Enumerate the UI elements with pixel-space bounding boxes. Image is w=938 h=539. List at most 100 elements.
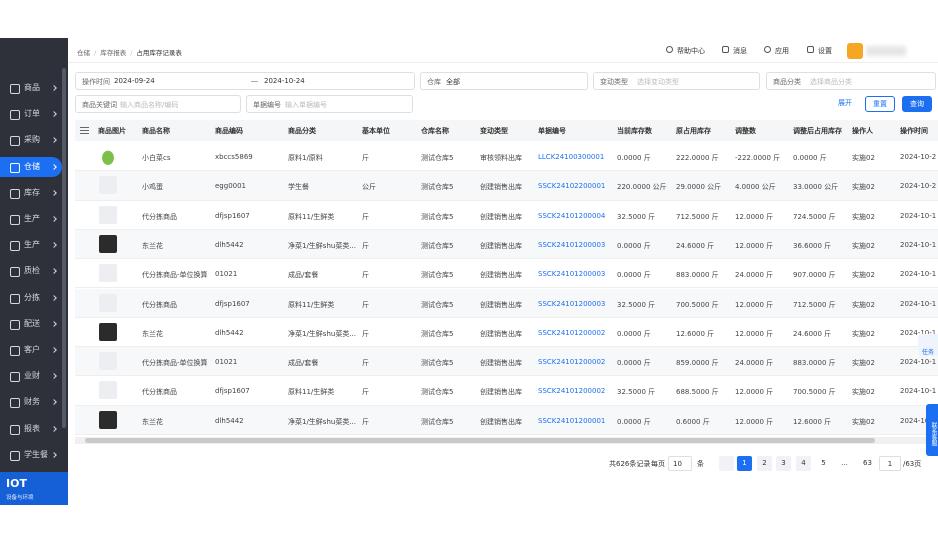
table-cell: dlh5442	[215, 240, 244, 249]
nav-item[interactable]: 业财	[0, 366, 62, 386]
column-header: 仓库名称	[421, 127, 449, 135]
page-number[interactable]: 5	[821, 459, 826, 467]
task-button[interactable]: 任务	[918, 334, 938, 356]
iot-badge[interactable]: IOT 设备与环境	[0, 472, 68, 505]
table-cell: 创建销售出库	[480, 241, 522, 250]
table-cell: 实施02	[852, 212, 875, 221]
change-type-select[interactable]: 变动类型 选择变动类型	[593, 72, 760, 90]
page-number[interactable]: ...	[841, 459, 848, 467]
table-cell: 实施02	[852, 154, 875, 162]
keyword-input[interactable]: 商品关键词 输入商品名称/编码	[75, 95, 241, 113]
table-cell: dfjsp1607	[215, 387, 250, 396]
table-cell: xbccs5869	[215, 153, 253, 161]
field-label: 商品分类	[773, 78, 801, 86]
user-name	[866, 46, 906, 56]
nav-item[interactable]: 采购	[0, 130, 62, 150]
page-number[interactable]: 4	[796, 456, 811, 471]
page-number[interactable]: 2	[757, 456, 772, 471]
nav-item[interactable]: 配送	[0, 314, 62, 334]
nav-item[interactable]: 仓储	[0, 156, 62, 177]
service-button[interactable]: 联系客服	[926, 404, 938, 456]
product-image	[99, 352, 117, 371]
table-cell: 2024-10-2	[900, 153, 937, 161]
table-cell[interactable]: SSCK24101200003	[538, 270, 606, 279]
table-cell: 测试仓库5	[421, 300, 454, 309]
reset-button[interactable]: 重置	[865, 96, 895, 112]
table-cell: 32.5000 斤	[617, 300, 656, 309]
table-cell[interactable]: SSCK24101200002	[538, 387, 606, 396]
table-cell[interactable]: SSCK24101200002	[538, 358, 606, 367]
nav-item[interactable]: 财务	[0, 392, 62, 412]
table-cell: 2024-10-1	[900, 240, 937, 249]
column-header: 调整后占用库存	[793, 127, 842, 135]
table-cell[interactable]: SSCK24101200002	[538, 328, 606, 337]
nav-item[interactable]: 库存	[0, 183, 62, 203]
nav-item[interactable]: 生产	[0, 235, 62, 255]
table-cell: 测试仓库5	[421, 329, 454, 338]
avatar[interactable]	[847, 43, 863, 59]
category-select[interactable]: 商品分类 选择商品分类	[766, 72, 936, 90]
expand-button[interactable]: 展开	[838, 99, 852, 107]
table-cell: 0.0000 斤	[617, 154, 651, 162]
table-cell: 2024-10-1	[900, 299, 937, 308]
nav-item[interactable]: 报表	[0, 419, 62, 439]
nav-item[interactable]: 生产	[0, 209, 62, 229]
jump-input[interactable]: 1	[879, 456, 901, 471]
breadcrumb-item[interactable]: 库存报表	[90, 49, 126, 57]
product-image	[99, 381, 117, 400]
h-scroll-thumb[interactable]	[85, 438, 875, 443]
nav-item[interactable]: 质检	[0, 261, 62, 281]
table-cell[interactable]: LLCK24100300001	[538, 153, 605, 161]
table-row	[75, 376, 938, 406]
header-action[interactable]: 应用	[775, 47, 789, 55]
table-cell[interactable]: SSCK24101200001	[538, 416, 606, 425]
page-number[interactable]: 1	[737, 456, 752, 471]
page-number[interactable]: 3	[776, 456, 791, 471]
nav-item[interactable]: 商品	[0, 78, 62, 98]
table-row	[75, 229, 938, 260]
header-action[interactable]: 消息	[733, 47, 747, 55]
table-cell: 32.5000 斤	[617, 212, 656, 221]
search-button[interactable]: 查询	[902, 96, 932, 112]
warehouse-select[interactable]: 仓库 全部	[420, 72, 588, 90]
table-cell: 创建销售出库	[480, 417, 522, 426]
table-cell[interactable]: SSCK24101200003	[538, 299, 606, 308]
nav-item[interactable]: 订单	[0, 104, 62, 124]
column-settings-icon[interactable]	[80, 126, 89, 135]
table-cell: 斤	[362, 359, 369, 368]
table-cell: 0.0000 斤	[617, 417, 651, 426]
table-cell: 东兰花	[142, 241, 163, 250]
table-cell[interactable]: SSCK24102200001	[538, 182, 606, 191]
table-row	[75, 288, 938, 318]
header-action[interactable]: 设置	[818, 47, 832, 55]
breadcrumb-item[interactable]: 仓储	[77, 49, 90, 57]
per-page-unit: 条	[697, 460, 704, 468]
header-action[interactable]: 帮助中心	[677, 47, 705, 55]
table-cell: 220.0000 公斤	[617, 183, 667, 192]
h-scroll-track	[75, 437, 938, 444]
table-cell: 2024-10-1	[900, 358, 937, 367]
table-cell: 859.0000 斤	[676, 359, 719, 368]
table-cell: 净菜1/生鲜shu菜类...	[288, 241, 357, 250]
nav-item[interactable]: 学生餐	[0, 445, 62, 465]
doc-no-input[interactable]: 单据编号 输入单据编号	[246, 95, 413, 113]
column-header: 操作时间	[900, 127, 928, 135]
nav-item[interactable]: 客户	[0, 340, 62, 360]
field-label: 操作时间	[82, 78, 110, 86]
header-icon	[764, 46, 771, 53]
table-cell[interactable]: SSCK24101200004	[538, 211, 606, 220]
prev-page[interactable]	[719, 456, 734, 471]
table-cell: 小白菜cs	[142, 154, 171, 162]
table-header	[75, 120, 938, 141]
table-row	[75, 171, 938, 201]
page-number[interactable]: 63	[863, 459, 872, 467]
table-cell: 斤	[362, 417, 369, 426]
per-page-select[interactable]: 10	[668, 456, 692, 471]
time-range[interactable]: 操作时间 2024-09-24 2024-10-24	[75, 72, 415, 90]
table-cell: 测试仓库5	[421, 359, 454, 368]
table-cell: 12.0000 斤	[735, 417, 774, 426]
product-image	[99, 147, 117, 165]
table-cell[interactable]: SSCK24101200003	[538, 240, 606, 249]
nav-item[interactable]: 分拣	[0, 288, 62, 308]
table-cell: 712.5000 斤	[676, 212, 719, 221]
